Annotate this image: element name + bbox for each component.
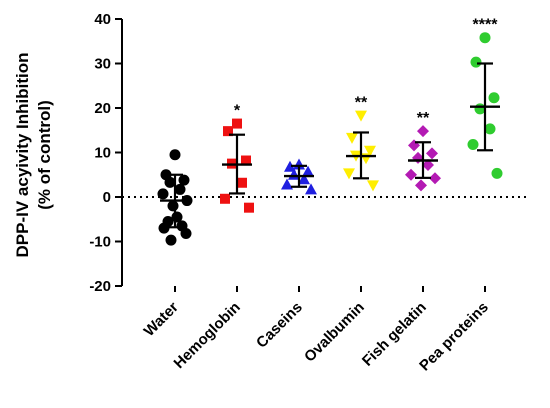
plot-marks: * ******** [157,17,503,246]
data-point [343,168,355,180]
data-point [405,168,417,181]
y-axis-title-line2: (% of control) [35,100,54,210]
y-tick-label: 30 [94,56,111,73]
group-caseins [281,158,317,195]
data-point [422,158,434,171]
group-pea-proteins: **** [467,17,503,179]
data-point [244,202,254,213]
data-point [220,193,230,204]
data-point [178,174,190,186]
data-point [474,103,486,115]
data-point [298,173,310,185]
data-point [346,132,358,144]
data-point [470,56,482,68]
significance-label: ** [355,95,368,112]
data-point [223,126,233,137]
y-tick-label: 40 [94,11,111,28]
data-point [164,176,176,188]
y-axis-title: DPP-IV acyivity Inhibition (% of control… [13,53,54,258]
group-ovalbumin: ** [343,95,379,192]
y-tick-label: -10 [89,234,111,251]
x-category-label: Water [141,299,182,340]
data-point [281,178,293,190]
data-point [158,222,170,234]
data-point [157,188,169,200]
data-point [417,125,429,138]
data-point [180,227,192,239]
data-point [302,165,314,177]
data-point [415,179,427,192]
group-hemoglobin: * [220,103,254,213]
data-point [355,110,367,122]
x-category-label: Caseins [253,299,306,352]
data-point [165,234,177,246]
data-point [232,118,242,129]
data-point [305,183,317,195]
group-fish-gelatin: ** [405,110,441,192]
significance-label: **** [473,17,499,34]
y-tick-label: 20 [94,100,111,117]
data-point [237,177,247,188]
data-point [174,183,186,195]
y-tick-label: 0 [103,189,111,206]
data-point [169,149,181,161]
y-axis-title-line1: DPP-IV acyivity Inhibition [13,53,32,258]
data-point [426,147,438,160]
significance-label: * [234,103,241,120]
data-point [429,172,441,185]
data-point [167,200,179,212]
x-category-label: Ovalbumin [301,299,368,366]
data-point [364,145,376,157]
y-tick-label: 10 [94,145,111,162]
group-water [157,149,193,246]
significance-label: ** [417,110,430,127]
x-category-label: Hemoglobin [171,299,244,372]
data-point [241,155,251,166]
data-point [284,160,296,172]
y-tick-label: -20 [89,278,111,295]
data-point [488,92,500,104]
data-point [484,123,496,135]
data-point [479,32,491,44]
data-point [467,138,479,150]
data-point [491,167,503,179]
data-point [367,180,379,192]
